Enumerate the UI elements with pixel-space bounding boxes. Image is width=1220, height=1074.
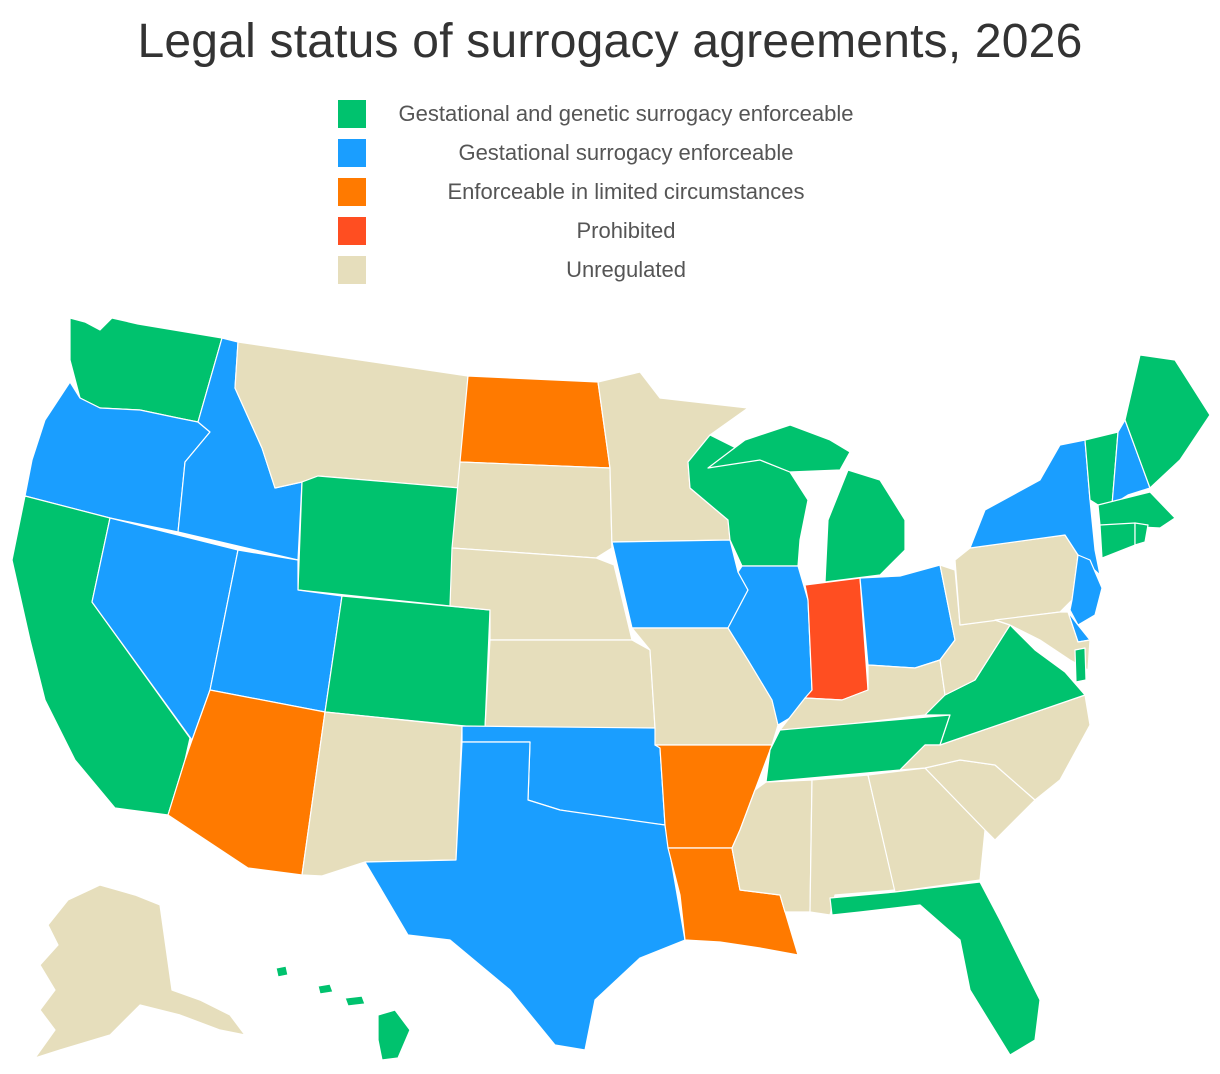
state-michigan[interactable] bbox=[707, 424, 906, 583]
state-montana[interactable] bbox=[234, 341, 469, 489]
state-maryland[interactable] bbox=[994, 611, 1091, 671]
legend-item-gestational-genetic: Gestational and genetic surrogacy enforc… bbox=[338, 98, 898, 137]
state-colorado[interactable] bbox=[324, 595, 491, 729]
state-connecticut[interactable] bbox=[1099, 522, 1136, 559]
legend-item-limited: Enforceable in limited circumstances bbox=[338, 176, 898, 215]
legend: Gestational and genetic surrogacy enforc… bbox=[338, 98, 898, 293]
state-new-jersey[interactable] bbox=[1069, 554, 1103, 626]
us-map bbox=[11, 317, 1211, 1061]
state-ohio[interactable] bbox=[859, 564, 956, 669]
state-kansas[interactable] bbox=[484, 639, 656, 729]
state-florida[interactable] bbox=[829, 881, 1041, 1056]
legend-swatch bbox=[338, 100, 366, 128]
map-title: Legal status of surrogacy agreements, 20… bbox=[137, 15, 1083, 68]
state-iowa[interactable] bbox=[611, 539, 749, 629]
legend-swatch bbox=[338, 217, 366, 245]
state-dc[interactable] bbox=[1074, 647, 1087, 683]
legend-item-gestational: Gestational surrogacy enforceable bbox=[338, 137, 898, 176]
state-maine[interactable] bbox=[1124, 354, 1211, 489]
legend-item-unregulated: Unregulated bbox=[338, 254, 898, 293]
legend-swatch bbox=[338, 178, 366, 206]
state-massachusetts[interactable] bbox=[1097, 491, 1176, 529]
legend-item-prohibited: Prohibited bbox=[338, 215, 898, 254]
state-texas[interactable] bbox=[364, 741, 686, 1051]
state-new-hampshire[interactable] bbox=[1111, 419, 1151, 506]
state-south-dakota[interactable] bbox=[451, 461, 613, 559]
state-rhode-island[interactable] bbox=[1134, 522, 1149, 546]
state-wyoming[interactable] bbox=[297, 475, 461, 607]
legend-swatch bbox=[338, 139, 366, 167]
legend-swatch bbox=[338, 256, 366, 284]
state-north-dakota[interactable] bbox=[459, 375, 611, 469]
state-new-mexico[interactable] bbox=[301, 711, 463, 877]
state-alaska[interactable] bbox=[34, 884, 246, 1059]
legend-label: Gestational and genetic surrogacy enforc… bbox=[398, 101, 854, 126]
legend-label: Unregulated bbox=[566, 257, 686, 282]
legend-label: Prohibited bbox=[576, 218, 676, 243]
legend-label: Gestational surrogacy enforceable bbox=[458, 140, 794, 165]
state-indiana[interactable] bbox=[804, 577, 869, 701]
state-hawaii[interactable] bbox=[275, 965, 411, 1061]
legend-label: Enforceable in limited circumstances bbox=[447, 179, 805, 204]
